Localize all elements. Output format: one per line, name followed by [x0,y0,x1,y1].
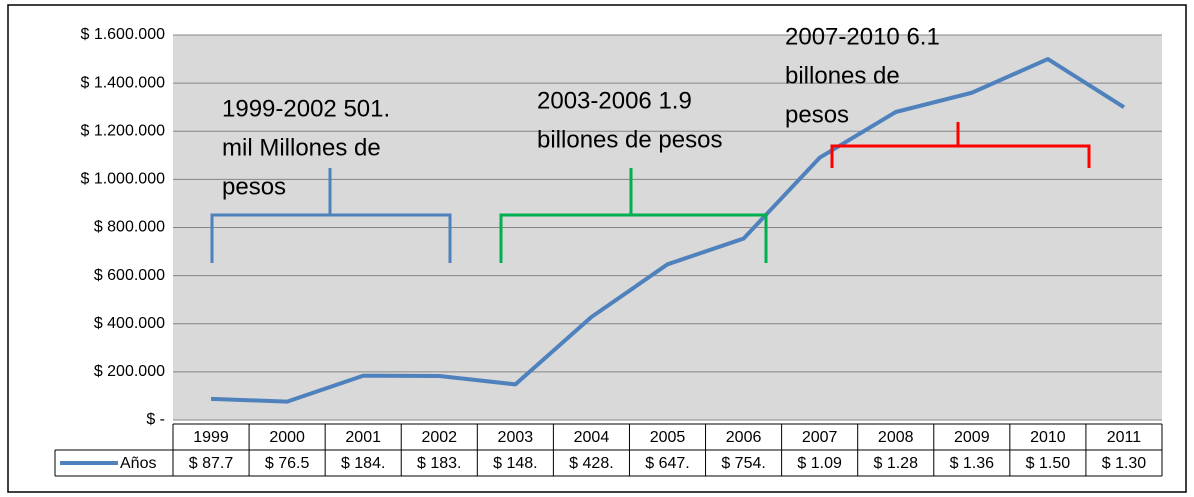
legend-label: Años [120,455,156,472]
annotation: 2003-2006 1.9 [537,87,692,114]
x-tick-label: 2009 [954,429,990,446]
y-tick-label: $ 800.000 [94,219,165,236]
annotation: billones de pesos [537,126,722,153]
y-tick-label: $ 1.000.000 [80,171,165,188]
x-tick-label: 2000 [269,429,305,446]
data-label: $ 87.7 [189,455,234,472]
brackets [210,122,1091,263]
annotation: billones de [785,62,900,89]
x-tick-label: 2002 [421,429,457,446]
annotation: 1999-2002 501. [222,95,390,122]
y-tick-label: $ - [146,411,165,428]
y-tick-label: $ 400.000 [94,315,165,332]
data-label: $ 76.5 [265,455,310,472]
data-label: $ 1.36 [950,455,995,472]
data-label: $ 1.30 [1102,455,1147,472]
series [210,57,1126,404]
annotation: pesos [222,173,286,200]
line [210,57,1126,404]
x-tick-label: 2005 [650,429,686,446]
annotations: 1999-2002 501. mil Millones de pesos 2003-2… [222,23,940,200]
bracket [499,168,768,263]
data-label: $ 647. [645,455,689,472]
x-tick-label: 2006 [726,429,762,446]
data-label: $ 148. [493,455,537,472]
x-tick-label: 2003 [498,429,534,446]
data-label: $ 184. [341,455,385,472]
x-tick-label: 2001 [345,429,381,446]
data-label: $ 183. [417,455,461,472]
y-tick-label: $ 1.400.000 [80,74,165,91]
annotation: pesos [785,101,849,128]
x-tick-label: 2011 [1107,429,1142,446]
data-label: $ 1.09 [797,455,842,472]
x-tick-label: 2010 [1030,429,1066,446]
y-tick-label: $ 600.000 [94,267,165,284]
data-label: $ 754. [721,455,765,472]
grid: $ - $ 200.000 $ 400.000 $ 600.000 $ 800.000 $… [80,26,1162,428]
y-tick-label: $ 1.600.000 [80,26,165,43]
bracket [830,122,1091,168]
data-label: $ 1.50 [1026,455,1071,472]
x-tick-label: 2008 [878,429,914,446]
x-tick-label: 1999 [193,429,229,446]
y-tick-label: $ 200.000 [94,363,165,380]
data-label: $ 1.28 [873,455,918,472]
data-table: 1999 2000 2001 2002 2003 2004 2005 2006 2007 2008… [54,423,1163,477]
annotation: 2007-2010 6.1 [785,23,940,50]
y-tick-label: $ 1.200.000 [80,122,165,139]
x-tick-label: 2004 [574,429,610,446]
data-label: $ 428. [569,455,613,472]
x-tick-label: 2007 [802,429,838,446]
bracket [210,168,452,263]
annotation: mil Millones de [222,134,381,161]
